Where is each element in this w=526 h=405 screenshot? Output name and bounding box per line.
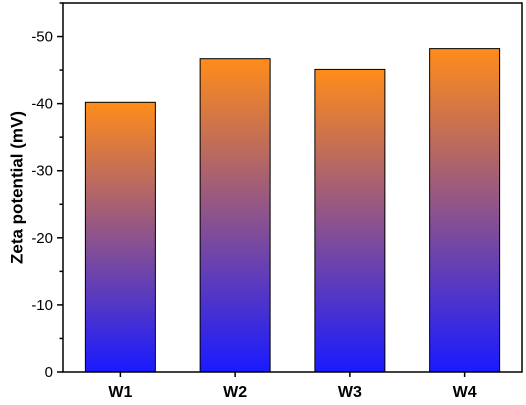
- bar-w2: [199, 58, 271, 373]
- bars-layer: [84, 48, 501, 373]
- x-tick-label: W3: [338, 384, 362, 400]
- y-tick-label: -40: [31, 96, 53, 113]
- y-tick-label: -50: [31, 29, 53, 46]
- labels-layer: Zeta potential (mV) W1 W2 W3 W4 0 -10 -20 -30 -4…: [7, 29, 477, 401]
- axes-layer: [57, 2, 523, 377]
- x-tick-label: W1: [108, 384, 132, 400]
- bar-w1: [84, 101, 156, 373]
- x-tick-label: W4: [453, 384, 477, 400]
- y-tick-label: -30: [31, 163, 53, 180]
- y-tick-label: 0: [45, 364, 53, 381]
- x-tick-label: W2: [223, 384, 247, 400]
- plot-frame: [62, 2, 523, 373]
- y-axis-title: Zeta potential (mV): [7, 111, 26, 264]
- y-tick-label: -10: [31, 297, 53, 314]
- bar-w4: [429, 48, 501, 373]
- y-tick-label: -20: [31, 230, 53, 247]
- bar-w3: [314, 68, 386, 373]
